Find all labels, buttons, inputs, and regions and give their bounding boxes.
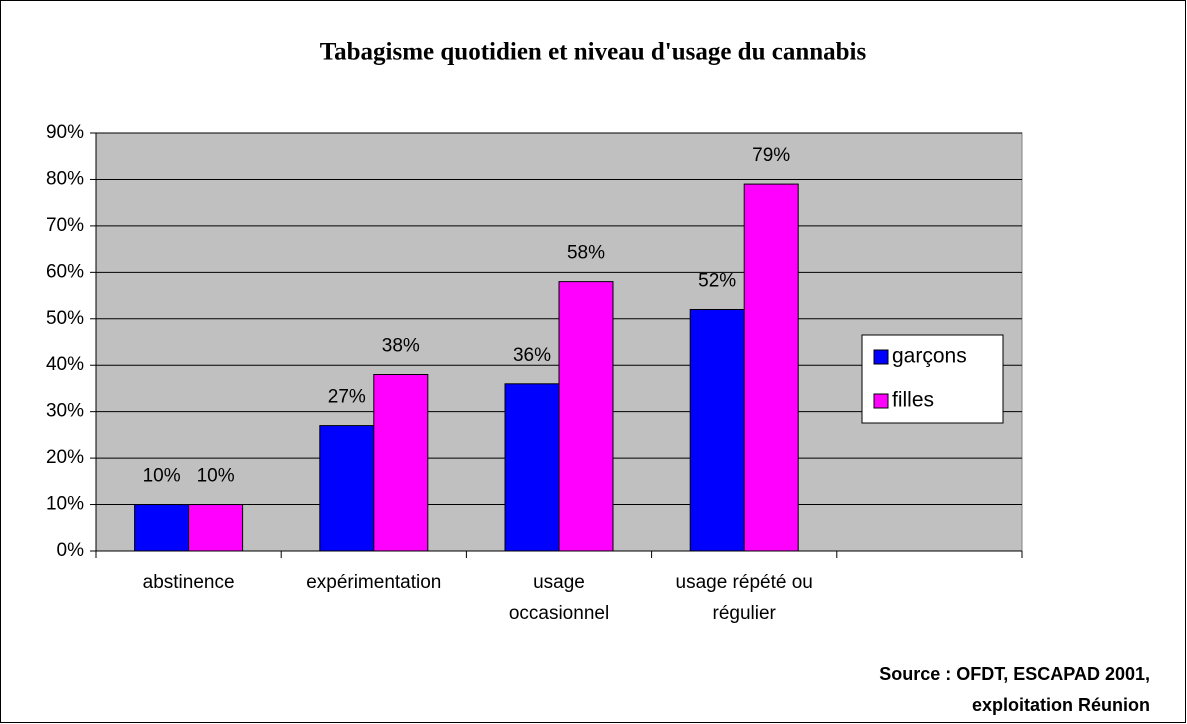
y-tick-label: 0% [57, 540, 85, 561]
y-tick-label: 20% [46, 447, 84, 468]
bar [134, 504, 190, 552]
legend-label: filles [892, 389, 934, 412]
y-tick-label: 60% [46, 261, 84, 282]
bar [743, 183, 799, 552]
bar [558, 281, 614, 552]
value-label: 79% [752, 145, 790, 166]
value-label: 52% [698, 271, 736, 292]
bar [373, 374, 429, 552]
source: exploitation Réunion [972, 695, 1150, 715]
value-label: 58% [567, 243, 605, 264]
value-label: 36% [513, 345, 551, 366]
y-tick-label: 50% [46, 308, 84, 329]
x-tick-label: usage répété ou régulier [676, 572, 813, 624]
bar [689, 308, 745, 552]
bar [504, 383, 560, 552]
value-label: 10% [197, 466, 235, 487]
y-tick-label: 40% [46, 354, 84, 375]
value-label: 10% [143, 466, 181, 487]
legend-swatch [873, 393, 889, 409]
source: Source : OFDT, ESCAPAD 2001, [879, 664, 1150, 684]
y-tick-label: 90% [46, 122, 84, 143]
y-tick-label: 80% [46, 168, 84, 189]
bar [319, 425, 375, 552]
bar [188, 504, 244, 552]
legend-swatch [873, 349, 889, 365]
value-label: 27% [328, 387, 366, 408]
legend-label: garçons [892, 345, 967, 368]
value-label: 38% [382, 336, 420, 357]
x-tick-label: expérimentation [306, 572, 441, 593]
y-tick-label: 30% [46, 401, 84, 422]
x-tick-label: usage occasionnel [509, 572, 609, 624]
x-tick-label: abstinence [143, 572, 235, 593]
y-tick-label: 10% [46, 494, 84, 515]
chart-title: Tabagisme quotidien et niveau d'usage du… [320, 39, 867, 66]
y-tick-label: 70% [46, 215, 84, 236]
